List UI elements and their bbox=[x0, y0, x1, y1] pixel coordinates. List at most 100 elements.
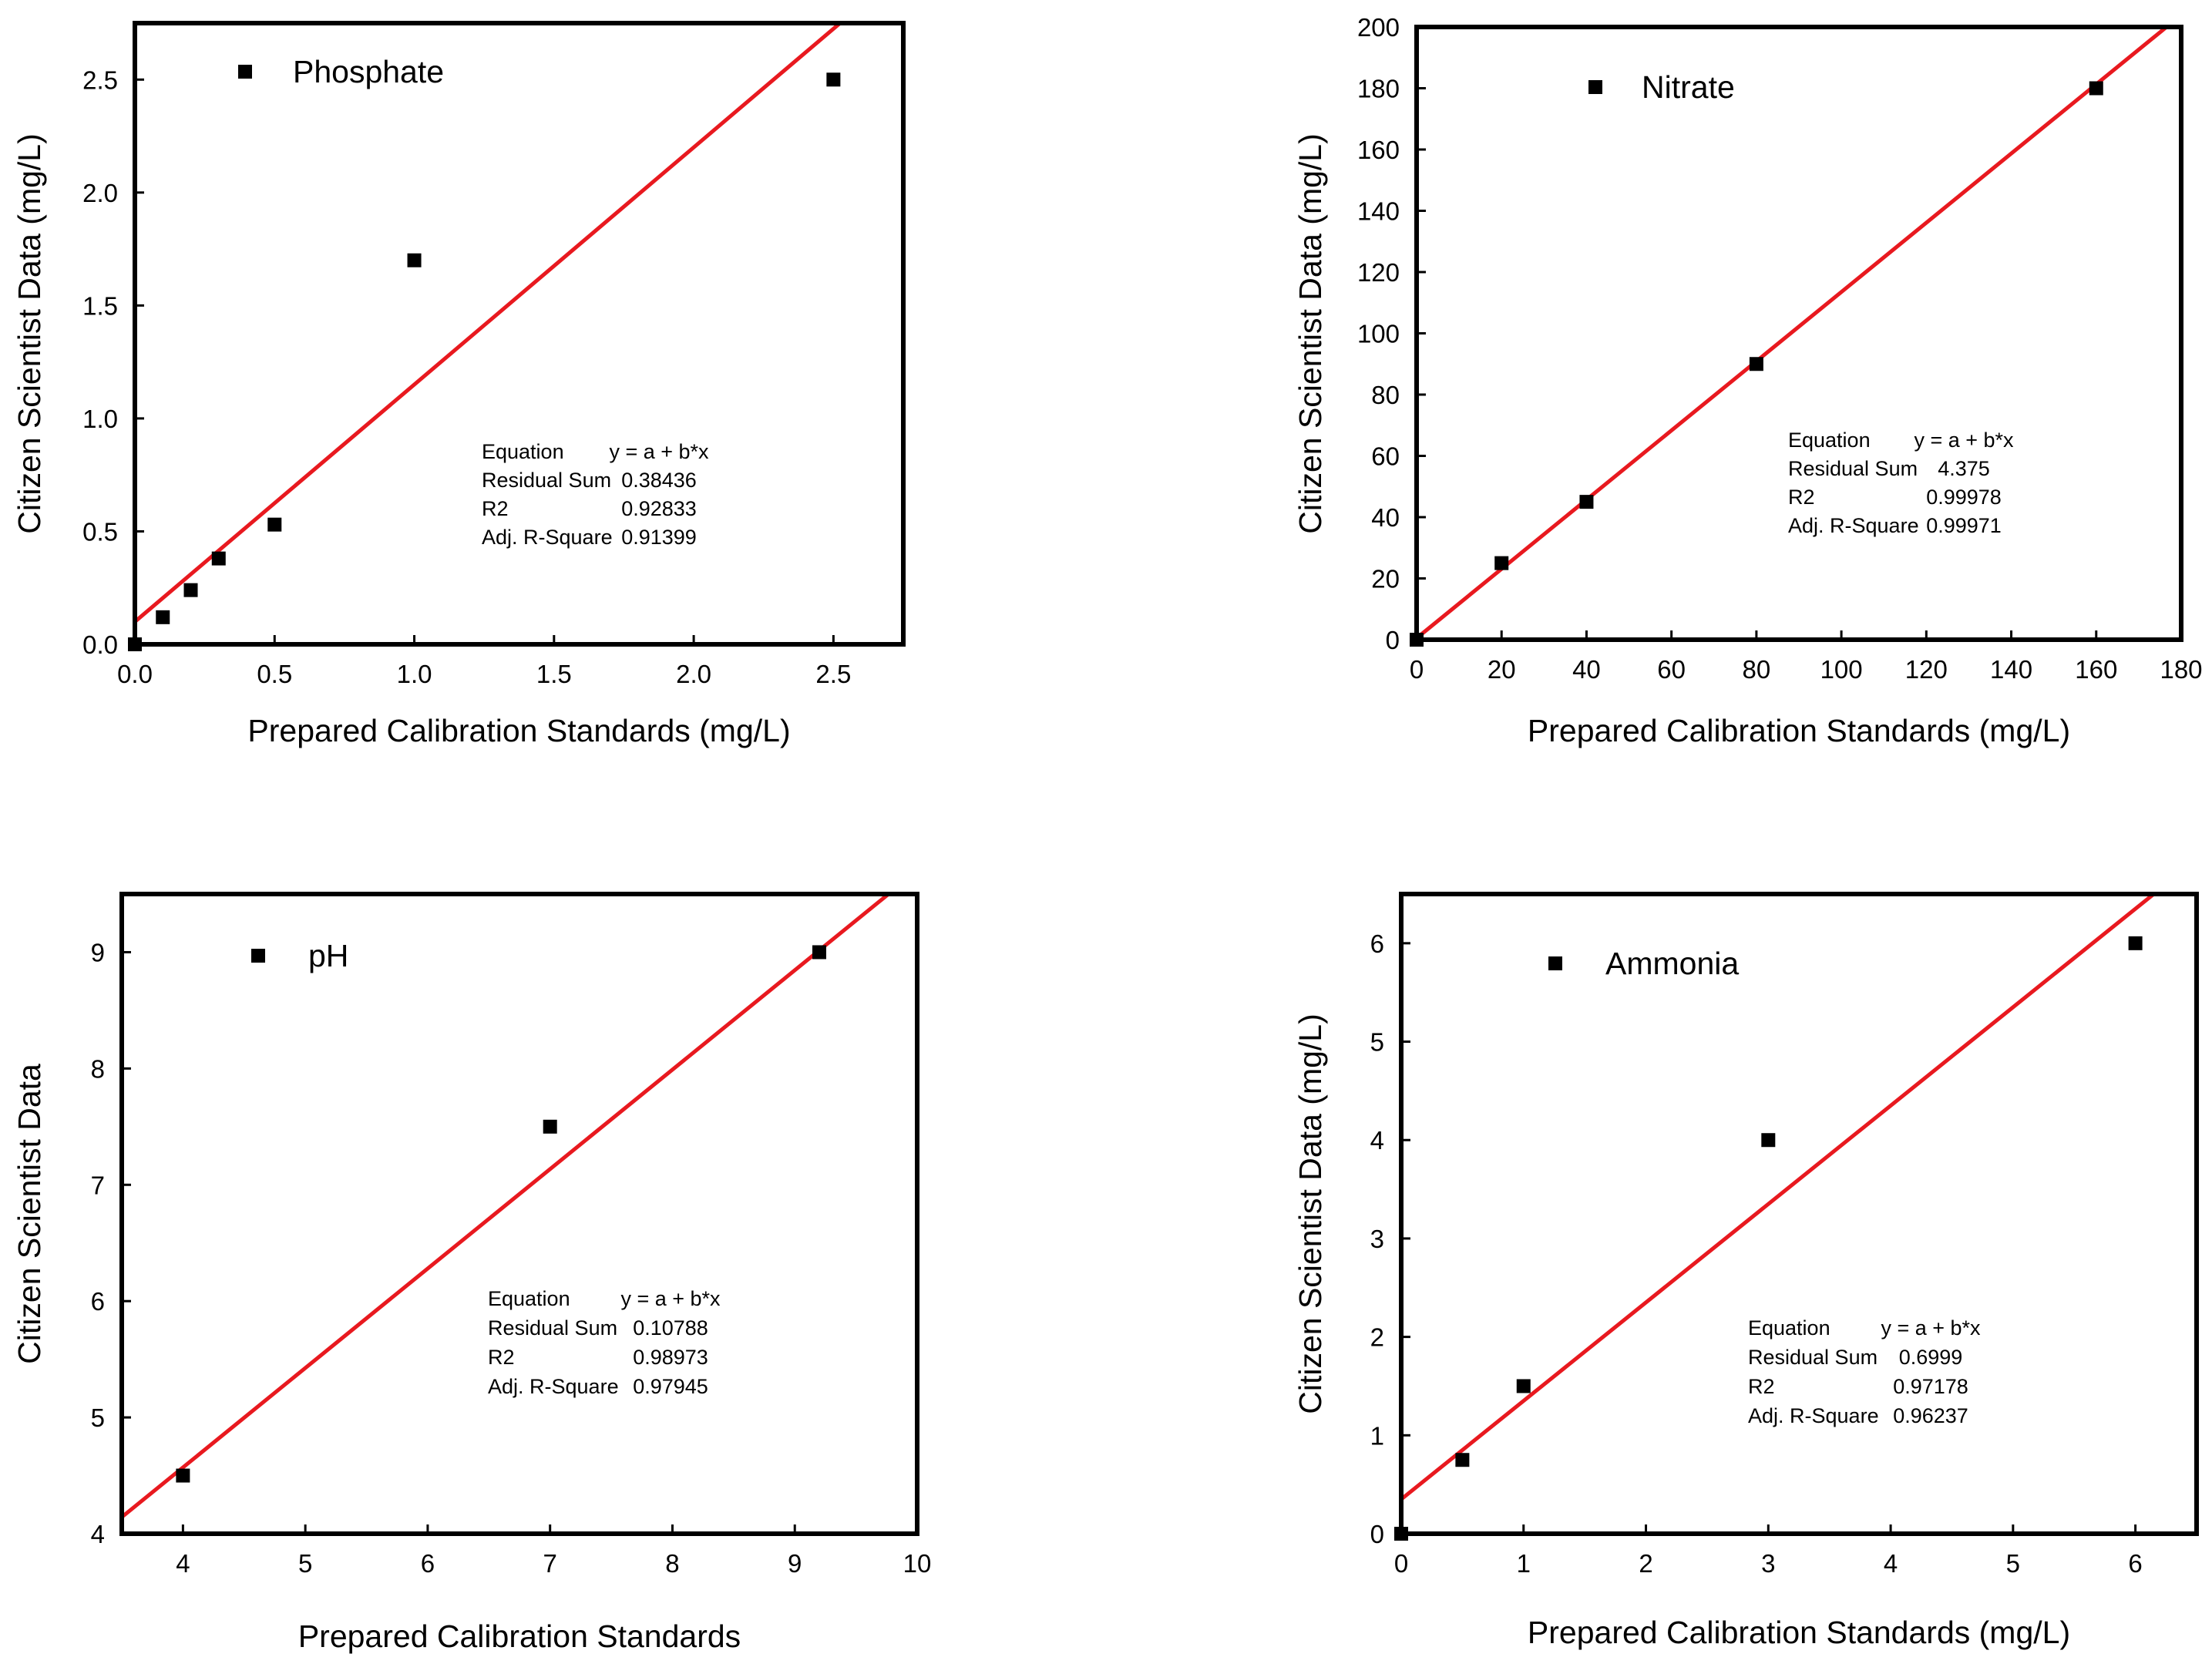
phosphate-fit-line bbox=[135, 23, 843, 624]
ammonia-y-axis-title: Citizen Scientist Data (mg/L) bbox=[1293, 1013, 1328, 1414]
ammonia-stats-value: y = a + b*x bbox=[1881, 1316, 1981, 1340]
ammonia-stats-label: R2 bbox=[1748, 1375, 1775, 1398]
nitrate-x-tick-label: 140 bbox=[1990, 655, 2032, 684]
phosphate-y-tick-label: 1.5 bbox=[82, 291, 118, 320]
nitrate-y-axis-title: Citizen Scientist Data (mg/L) bbox=[1293, 133, 1328, 534]
ammonia-y-tick-label: 4 bbox=[1370, 1126, 1384, 1155]
chart-ph: 4 5 6 7 8 9 10 4 5 6 7 8 9 Prepared Calibration Stand… bbox=[12, 892, 932, 1654]
nitrate-y-tick-label: 140 bbox=[1357, 197, 1400, 226]
nitrate-fit-line bbox=[1417, 27, 2170, 640]
ph-y-tick-label: 5 bbox=[91, 1403, 105, 1432]
nitrate-y-tick-label: 200 bbox=[1357, 13, 1400, 42]
phosphate-stats-label: Adj. R-Square bbox=[482, 526, 613, 549]
nitrate-stats-value: 0.99978 bbox=[1926, 486, 2002, 509]
phosphate-x-tick-label: 1.5 bbox=[536, 660, 572, 688]
ph-x-tick-label: 8 bbox=[665, 1549, 679, 1578]
phosphate-y-tick-label: 2.0 bbox=[82, 179, 118, 207]
phosphate-stats-label: Residual Sum bbox=[482, 469, 611, 492]
ammonia-x-tick-label: 5 bbox=[2006, 1549, 2020, 1578]
ammonia-fit-line bbox=[1401, 894, 2157, 1501]
nitrate-x-tick-label: 60 bbox=[1657, 655, 1686, 684]
ph-legend-label: pH bbox=[308, 938, 348, 973]
nitrate-x-axis-title: Prepared Calibration Standards (mg/L) bbox=[1528, 713, 2070, 748]
nitrate-stats-value: y = a + b*x bbox=[1914, 429, 2014, 452]
nitrate-stats-value: 0.99971 bbox=[1926, 514, 2002, 537]
ph-x-tick-label: 4 bbox=[176, 1549, 190, 1578]
ph-x-tick-label: 7 bbox=[543, 1549, 557, 1578]
nitrate-x-tick-label: 120 bbox=[1905, 655, 1948, 684]
ph-stats-label: Residual Sum bbox=[488, 1316, 617, 1340]
ammonia-data-point bbox=[2128, 936, 2143, 950]
nitrate-data-point bbox=[1579, 495, 1594, 509]
nitrate-data-point bbox=[1749, 357, 1763, 371]
ph-y-tick-label: 8 bbox=[91, 1054, 105, 1083]
phosphate-data-point bbox=[407, 253, 422, 267]
nitrate-legend-label: Nitrate bbox=[1642, 69, 1735, 105]
ammonia-x-tick-label: 4 bbox=[1884, 1549, 1898, 1578]
ph-stats-label: Equation bbox=[488, 1287, 570, 1310]
ammonia-legend-marker bbox=[1548, 956, 1562, 970]
phosphate-stats-label: Equation bbox=[482, 440, 564, 463]
nitrate-legend-marker bbox=[1588, 80, 1602, 94]
ammonia-stats-value: 0.97178 bbox=[1893, 1375, 1968, 1398]
ammonia-legend-label: Ammonia bbox=[1605, 946, 1739, 981]
ph-stats-value: 0.97945 bbox=[633, 1375, 708, 1398]
nitrate-y-tick-label: 60 bbox=[1371, 442, 1400, 471]
ammonia-x-tick-label: 0 bbox=[1394, 1549, 1408, 1578]
ph-x-tick-label: 10 bbox=[903, 1549, 932, 1578]
ph-stats-value: y = a + b*x bbox=[620, 1287, 721, 1310]
nitrate-y-tick-label: 80 bbox=[1371, 381, 1400, 409]
nitrate-y-tick-label: 120 bbox=[1357, 258, 1400, 287]
nitrate-stats-value: 4.375 bbox=[1938, 457, 1990, 480]
chart-ammonia: 0 1 2 3 4 5 6 0 1 2 3 4 5 6 Prepared Calibration Stand… bbox=[1293, 892, 2199, 1650]
nitrate-plot-frame bbox=[1414, 25, 2183, 642]
phosphate-data-point bbox=[156, 610, 170, 624]
nitrate-stats-label: Equation bbox=[1788, 429, 1871, 452]
phosphate-x-axis-title: Prepared Calibration Standards (mg/L) bbox=[247, 713, 790, 748]
ammonia-x-tick-label: 6 bbox=[2128, 1549, 2142, 1578]
ammonia-y-tick-label: 3 bbox=[1370, 1225, 1384, 1253]
nitrate-x-tick-label: 40 bbox=[1572, 655, 1601, 684]
phosphate-x-tick-label: 2.0 bbox=[676, 660, 711, 688]
ph-x-tick-label: 9 bbox=[788, 1549, 802, 1578]
phosphate-data-point bbox=[826, 72, 841, 87]
ammonia-x-tick-label: 1 bbox=[1517, 1549, 1531, 1578]
ph-y-tick-label: 4 bbox=[91, 1520, 105, 1548]
ammonia-stats-value: 0.96237 bbox=[1893, 1404, 1968, 1427]
ph-data-point bbox=[543, 1119, 557, 1134]
ph-data-point bbox=[176, 1468, 190, 1483]
ammonia-plot-frame bbox=[1399, 892, 2199, 1536]
nitrate-y-tick-label: 0 bbox=[1386, 626, 1400, 654]
phosphate-legend-label: Phosphate bbox=[293, 54, 444, 89]
ammonia-data-point bbox=[1761, 1133, 1776, 1148]
nitrate-y-tick-label: 20 bbox=[1371, 565, 1400, 593]
ammonia-data-point bbox=[1516, 1379, 1531, 1393]
ammonia-stats-label: Adj. R-Square bbox=[1748, 1404, 1879, 1427]
phosphate-stats-label: R2 bbox=[482, 497, 509, 520]
nitrate-x-tick-label: 80 bbox=[1743, 655, 1771, 684]
phosphate-x-tick-label: 1.0 bbox=[397, 660, 432, 688]
phosphate-y-tick-label: 2.5 bbox=[82, 66, 118, 94]
phosphate-stats-value: y = a + b*x bbox=[609, 440, 709, 463]
ph-y-tick-label: 7 bbox=[91, 1171, 105, 1199]
chart-nitrate: 0 20 40 60 80 100 120 140 160 180 0 20 40 60 80 100 120 1… bbox=[1293, 13, 2203, 748]
ammonia-y-tick-label: 6 bbox=[1370, 929, 1384, 958]
nitrate-stats-label: Adj. R-Square bbox=[1788, 514, 1919, 537]
nitrate-y-tick-label: 40 bbox=[1371, 503, 1400, 532]
nitrate-x-tick-label: 20 bbox=[1488, 655, 1516, 684]
phosphate-legend-marker bbox=[238, 65, 252, 79]
ammonia-stats-value: 0.6999 bbox=[1899, 1346, 1963, 1369]
nitrate-stats-label: R2 bbox=[1788, 486, 1815, 509]
ph-x-axis-title: Prepared Calibration Standards bbox=[298, 1619, 741, 1654]
ammonia-y-tick-label: 5 bbox=[1370, 1028, 1384, 1057]
ammonia-y-tick-label: 2 bbox=[1370, 1323, 1384, 1352]
phosphate-data-point bbox=[211, 551, 226, 566]
ph-stats-value: 0.10788 bbox=[633, 1316, 708, 1340]
ph-y-axis-title: Citizen Scientist Data bbox=[12, 1064, 47, 1364]
ph-stats-label: Adj. R-Square bbox=[488, 1375, 619, 1398]
nitrate-y-tick-label: 100 bbox=[1357, 320, 1400, 348]
phosphate-y-tick-label: 0.5 bbox=[82, 517, 118, 546]
ammonia-x-tick-label: 3 bbox=[1761, 1549, 1775, 1578]
nitrate-x-tick-label: 180 bbox=[2160, 655, 2202, 684]
